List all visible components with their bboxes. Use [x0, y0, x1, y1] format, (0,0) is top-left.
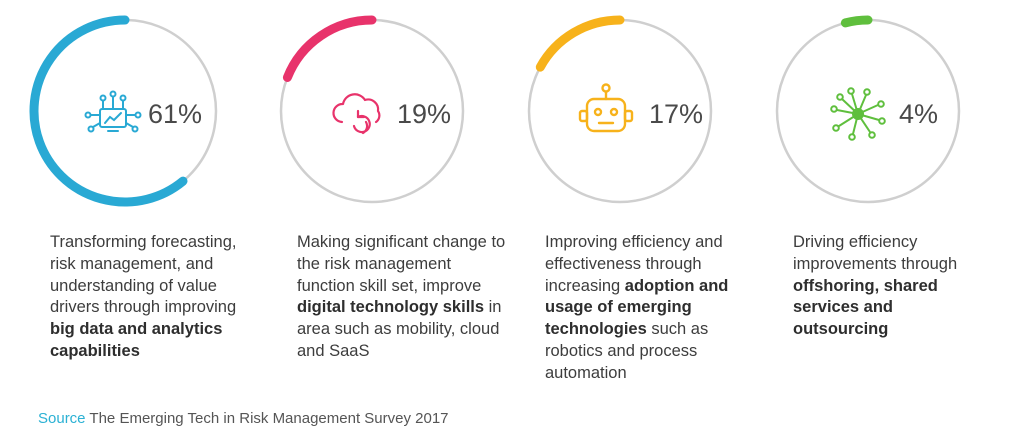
description-1: Transforming forecasting, risk managemen… — [50, 233, 237, 360]
source-text: The Emerging Tech in Risk Management Sur… — [85, 410, 449, 427]
cloud-sync-icon — [332, 93, 381, 135]
ring-arc-3 — [535, 15, 625, 72]
value-label-3: 17% — [649, 99, 704, 129]
analytics-network-icon — [84, 90, 142, 133]
robot-icon — [578, 83, 634, 133]
description-4: Driving efficiency improvements through … — [793, 233, 958, 339]
description-3: Improving efficiency and effectiveness t… — [545, 233, 729, 382]
value-label-1: 61% — [148, 99, 203, 129]
description-2: Making significant change to the risk ma… — [297, 233, 506, 360]
ring-arc-4 — [840, 15, 873, 28]
value-label-4: 4% — [899, 99, 939, 129]
source-note: Source The Emerging Tech in Risk Managem… — [38, 410, 449, 427]
ring-arc-2 — [282, 15, 377, 83]
source-label: Source — [38, 410, 86, 427]
network-hub-icon — [830, 87, 886, 141]
ring-arc-1 — [29, 15, 188, 207]
value-label-2: 19% — [397, 99, 452, 129]
